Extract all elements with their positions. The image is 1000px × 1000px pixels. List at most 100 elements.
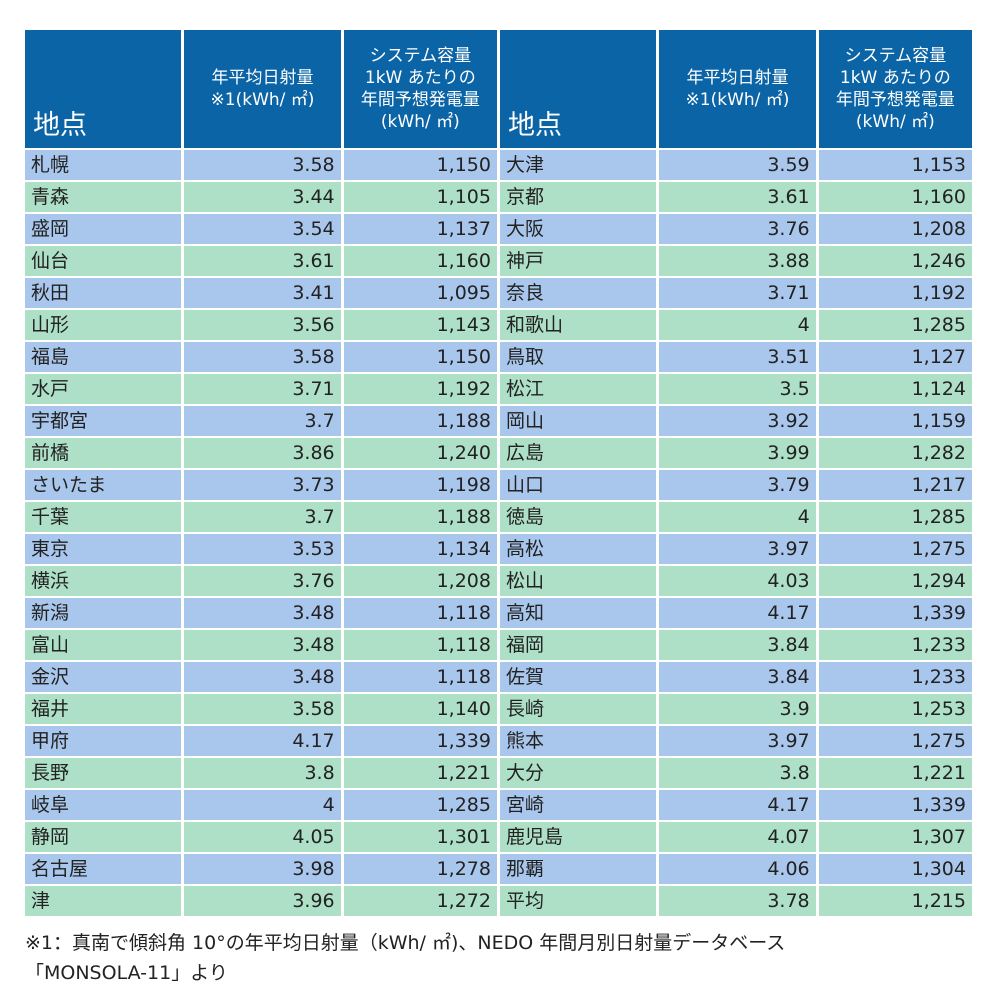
table-row: 松江 3.5 1,124	[500, 374, 972, 404]
header-generation-line: システム容量	[369, 46, 472, 66]
cell-generation: 1,221	[343, 758, 497, 788]
cell-place: 岐阜	[25, 790, 182, 820]
cell-radiation: 3.86	[184, 438, 341, 468]
cell-radiation: 3.61	[184, 246, 341, 276]
cell-generation: 1,192	[343, 374, 497, 404]
table-row: 鳥取 3.51 1,127	[500, 342, 972, 372]
cell-radiation: 3.41	[184, 278, 341, 308]
cell-place: 長崎	[500, 694, 657, 724]
table-row: 静岡 4.05 1,301	[25, 822, 497, 852]
table-row: 高松 3.97 1,275	[500, 534, 972, 564]
cell-radiation: 3.48	[184, 630, 341, 660]
cell-generation: 1,150	[343, 150, 497, 180]
cell-radiation: 3.7	[184, 502, 341, 532]
cell-radiation: 3.7	[184, 406, 341, 436]
cell-radiation: 4.07	[659, 822, 816, 852]
cell-radiation: 3.97	[659, 534, 816, 564]
table-row: 甲府 4.17 1,339	[25, 726, 497, 756]
table-body-left: 札幌 3.58 1,150 青森 3.44 1,105 盛岡 3.54 1,137 仙台 3.61 1…	[25, 150, 497, 916]
table-row: 熊本 3.97 1,275	[500, 726, 972, 756]
cell-generation: 1,143	[343, 310, 497, 340]
table-row: 宮崎 4.17 1,339	[500, 790, 972, 820]
cell-place: 松江	[500, 374, 657, 404]
cell-radiation: 3.58	[184, 150, 341, 180]
table-row: 岐阜 4 1,285	[25, 790, 497, 820]
cell-generation: 1,294	[818, 566, 972, 596]
cell-generation: 1,304	[818, 854, 972, 884]
cell-radiation: 3.48	[184, 598, 341, 628]
header-radiation-line: 年平均日射量	[211, 68, 314, 88]
table-row: 徳島 4 1,285	[500, 502, 972, 532]
cell-generation: 1,188	[343, 406, 497, 436]
cell-generation: 1,192	[818, 278, 972, 308]
cell-radiation: 4.05	[184, 822, 341, 852]
cell-place: 静岡	[25, 822, 182, 852]
cell-place: 熊本	[500, 726, 657, 756]
cell-generation: 1,221	[818, 758, 972, 788]
table-row: 福岡 3.84 1,233	[500, 630, 972, 660]
cell-radiation: 3.79	[659, 470, 816, 500]
cell-place: 名古屋	[25, 854, 182, 884]
cell-radiation: 3.58	[184, 342, 341, 372]
table-row: 水戸 3.71 1,192	[25, 374, 497, 404]
cell-place: 高知	[500, 598, 657, 628]
cell-generation: 1,137	[343, 214, 497, 244]
table-row: 岡山 3.92 1,159	[500, 406, 972, 436]
cell-place: 岡山	[500, 406, 657, 436]
cell-place: 平均	[500, 886, 657, 916]
header-generation: システム容量 1kW あたりの 年間予想発電量 (kWh/ ㎡)	[818, 30, 972, 148]
cell-radiation: 3.71	[659, 278, 816, 308]
header-row: 地点 年平均日射量 ※1(kWh/ ㎡) システム容量 1kW あたりの 年間予…	[500, 30, 972, 148]
table-row: 山形 3.56 1,143	[25, 310, 497, 340]
cell-place: 徳島	[500, 502, 657, 532]
header-generation-line: (kWh/ ㎡)	[380, 112, 460, 132]
cell-place: 新潟	[25, 598, 182, 628]
cell-generation: 1,278	[343, 854, 497, 884]
table-row: 福井 3.58 1,140	[25, 694, 497, 724]
cell-generation: 1,233	[818, 630, 972, 660]
cell-place: 鹿児島	[500, 822, 657, 852]
table-row: 宇都宮 3.7 1,188	[25, 406, 497, 436]
cell-radiation: 3.78	[659, 886, 816, 916]
cell-generation: 1,285	[343, 790, 497, 820]
cell-radiation: 3.98	[184, 854, 341, 884]
cell-radiation: 3.84	[659, 662, 816, 692]
header-radiation: 年平均日射量 ※1(kWh/ ㎡)	[659, 30, 816, 148]
table-row: 札幌 3.58 1,150	[25, 150, 497, 180]
header-generation: システム容量 1kW あたりの 年間予想発電量 (kWh/ ㎡)	[343, 30, 497, 148]
table-row: 仙台 3.61 1,160	[25, 246, 497, 276]
header-radiation-line: 年平均日射量	[686, 68, 789, 88]
cell-radiation: 4	[659, 502, 816, 532]
cell-place: 千葉	[25, 502, 182, 532]
cell-generation: 1,160	[818, 182, 972, 212]
footnote-line: 「MONSOLA-11」より	[25, 962, 228, 984]
table-row: 津 3.96 1,272	[25, 886, 497, 916]
cell-radiation: 3.61	[659, 182, 816, 212]
cell-place: 宇都宮	[25, 406, 182, 436]
cell-generation: 1,150	[343, 342, 497, 372]
cell-place: 宮崎	[500, 790, 657, 820]
cell-place: 大分	[500, 758, 657, 788]
cell-generation: 1,118	[343, 598, 497, 628]
cell-place: 横浜	[25, 566, 182, 596]
cell-place: 金沢	[25, 662, 182, 692]
header-place: 地点	[25, 30, 182, 148]
cell-radiation: 3.56	[184, 310, 341, 340]
cell-generation: 1,339	[818, 598, 972, 628]
footnote: ※1：真南で傾斜角 10°の年平均日射量（kWh/ ㎡)、NEDO 年間月別日射…	[25, 928, 975, 988]
table-row: 佐賀 3.84 1,233	[500, 662, 972, 692]
cell-place: 和歌山	[500, 310, 657, 340]
cell-place: 甲府	[25, 726, 182, 756]
cell-place: 那覇	[500, 854, 657, 884]
cell-generation: 1,188	[343, 502, 497, 532]
cell-radiation: 3.54	[184, 214, 341, 244]
solar-table-left: 地点 年平均日射量 ※1(kWh/ ㎡) システム容量 1kW あたりの 年間予…	[22, 28, 500, 918]
table-row: 鹿児島 4.07 1,307	[500, 822, 972, 852]
cell-generation: 1,285	[818, 502, 972, 532]
cell-generation: 1,307	[818, 822, 972, 852]
cell-radiation: 4	[184, 790, 341, 820]
cell-generation: 1,208	[343, 566, 497, 596]
cell-radiation: 3.44	[184, 182, 341, 212]
cell-radiation: 3.76	[659, 214, 816, 244]
cell-place: 福岡	[500, 630, 657, 660]
